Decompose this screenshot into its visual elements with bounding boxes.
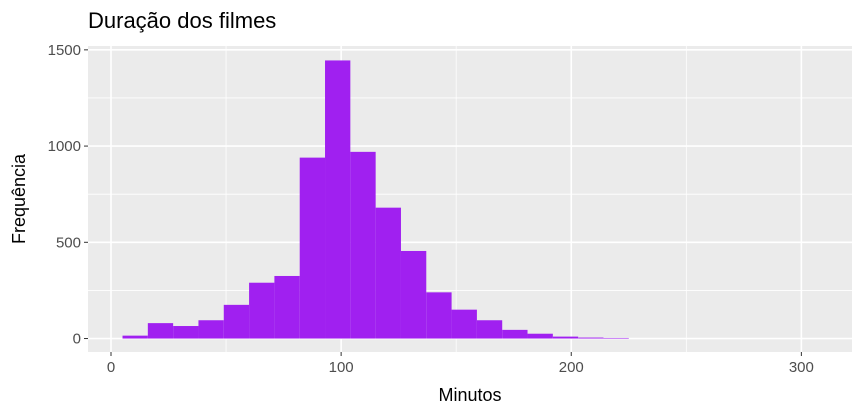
histogram-bar xyxy=(400,250,427,339)
plot-panel xyxy=(88,46,852,352)
histogram-bar xyxy=(198,320,224,339)
histogram-bar xyxy=(274,275,300,339)
minor-gridlines xyxy=(88,46,852,352)
x-tick-label: 0 xyxy=(107,359,115,376)
histogram-bar xyxy=(325,60,351,339)
x-tick-label: 100 xyxy=(329,359,354,376)
histogram-bar xyxy=(527,333,553,339)
histogram-bars xyxy=(122,60,629,339)
x-axis-title: Minutos xyxy=(438,385,501,405)
histogram-bar xyxy=(375,207,401,339)
histogram-bar xyxy=(122,335,148,339)
histogram-bar xyxy=(603,337,629,339)
histogram-bar xyxy=(350,151,376,339)
histogram-bar xyxy=(249,282,275,339)
histogram-bar xyxy=(299,157,326,339)
y-tick-label: 0 xyxy=(73,331,81,348)
y-tick-label: 500 xyxy=(56,234,81,251)
histogram-bar xyxy=(451,309,477,339)
x-tick-label: 200 xyxy=(559,359,584,376)
histogram-bar xyxy=(552,336,579,339)
y-axis-ticks: 0 500 1000 1500 xyxy=(48,42,88,348)
histogram-bar xyxy=(502,329,528,339)
histogram-bar xyxy=(223,304,250,339)
y-axis-title: Frequência xyxy=(9,153,29,244)
x-axis-ticks: 0 100 200 300 xyxy=(107,352,814,376)
histogram-bar xyxy=(173,326,199,339)
histogram-bar xyxy=(147,323,174,339)
histogram-bar xyxy=(578,337,604,339)
histogram-bar xyxy=(426,292,452,339)
y-tick-label: 1000 xyxy=(48,138,81,155)
chart-title: Duração dos filmes xyxy=(88,8,277,33)
histogram-bar xyxy=(476,320,503,339)
y-tick-label: 1500 xyxy=(48,42,81,59)
x-tick-label: 300 xyxy=(789,359,814,376)
